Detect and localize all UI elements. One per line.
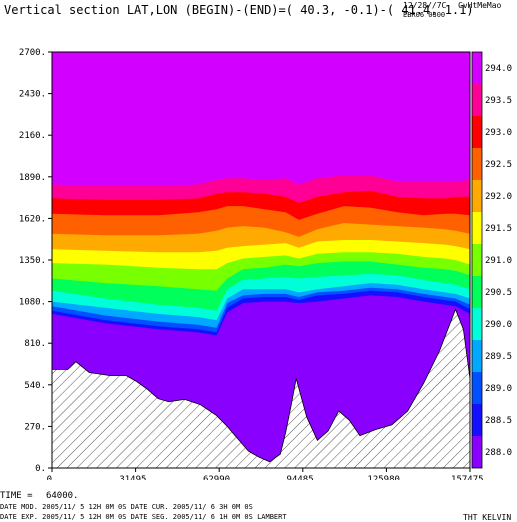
run-code: EBR06 0300 (403, 11, 446, 19)
time-label: TIME = (0, 491, 33, 501)
colorbar-swatch (472, 52, 482, 84)
y-tick-label: 0. (35, 464, 46, 474)
colorbar-swatch (472, 436, 482, 468)
terrain-hatch (52, 308, 470, 468)
colorbar-label: 290.0 (485, 320, 512, 330)
colorbar-label: 293.5 (485, 96, 512, 106)
y-tick-label: 2160. (19, 131, 46, 141)
colorbar-label: 288.0 (485, 448, 512, 458)
time-readout: TIME = 64000. (0, 491, 78, 501)
contour-band-294 (52, 52, 470, 171)
y-tick-label: 1890. (19, 173, 46, 183)
colorbar-swatch (472, 404, 482, 436)
footer-line-1: DATE MOD. 2005/11/ 5 12H 0M 0S DATE CUR.… (0, 503, 253, 511)
y-tick-label: 1350. (19, 256, 46, 266)
colorbar-label: 291.0 (485, 256, 512, 266)
org-code: CvHtMeMao (458, 1, 502, 10)
chart-title: Vertical section LAT,LON (BEGIN)-(END)=(… (4, 3, 474, 17)
date-code: 12/28//7C (403, 1, 447, 10)
terrain-layer (52, 308, 470, 468)
colorbar-swatch (472, 180, 482, 212)
y-tick-label: 270. (24, 422, 46, 432)
x-tick-label: 62990. (203, 475, 236, 480)
colorbar-swatch (472, 372, 482, 404)
colorbar-swatch (472, 116, 482, 148)
contour-bands (52, 52, 470, 468)
colorbar-label: 293.0 (485, 128, 512, 138)
colorbar-label: 289.0 (485, 384, 512, 394)
x-axis: 0. 31495. 62990. 94485. 125980. 157475. (47, 468, 489, 480)
colorbar-label: 288.5 (485, 416, 512, 426)
y-tick-label: 810. (24, 339, 46, 349)
colorbar-swatch (472, 212, 482, 244)
x-tick-label: 125980. (367, 475, 405, 480)
time-value: 64000. (45, 491, 79, 501)
colorbar-label: 292.5 (485, 160, 512, 170)
y-tick-label: 2700. (19, 48, 46, 58)
x-tick-label: 157475. (451, 475, 489, 480)
colorbar-frame (471, 51, 483, 469)
x-tick-label: 0. (47, 475, 58, 480)
x-tick-label: 31495. (119, 475, 152, 480)
x-tick-label: 94485. (287, 475, 320, 480)
y-axis: 0. 270. 540. 810. 1080. 1350. 1620. 1890. 2160. 2… (19, 48, 52, 474)
colorbar: 288.0 288.5 289.0 289.5 290.0 290.5 291.0 291.5… (471, 51, 512, 469)
colorbar-swatch (472, 84, 482, 116)
colorbar-label: 292.0 (485, 192, 512, 202)
colorbar-label: 294.0 (485, 64, 512, 74)
y-tick-label: 1620. (19, 214, 46, 224)
colorbar-label: 291.5 (485, 224, 512, 234)
contour-chart: 0. 31495. 62990. 94485. 125980. 157475. 0. 270… (19, 48, 512, 480)
colorbar-swatch (472, 148, 482, 180)
colorbar-label: 289.5 (485, 352, 512, 362)
y-tick-label: 2430. (19, 90, 46, 100)
colorbar-swatch (472, 244, 482, 276)
colorbar-swatch (472, 340, 482, 372)
y-tick-label: 540. (24, 381, 46, 391)
colorbar-label: 290.5 (485, 288, 512, 298)
colorbar-swatch (472, 308, 482, 340)
variable-label: THT KELVIN (463, 513, 512, 522)
y-tick-label: 1080. (19, 298, 46, 308)
colorbar-swatch (472, 276, 482, 308)
footer-line-2: DATE EXP. 2005/11/ 5 12H 0M 0S DATE SEG.… (0, 513, 287, 521)
